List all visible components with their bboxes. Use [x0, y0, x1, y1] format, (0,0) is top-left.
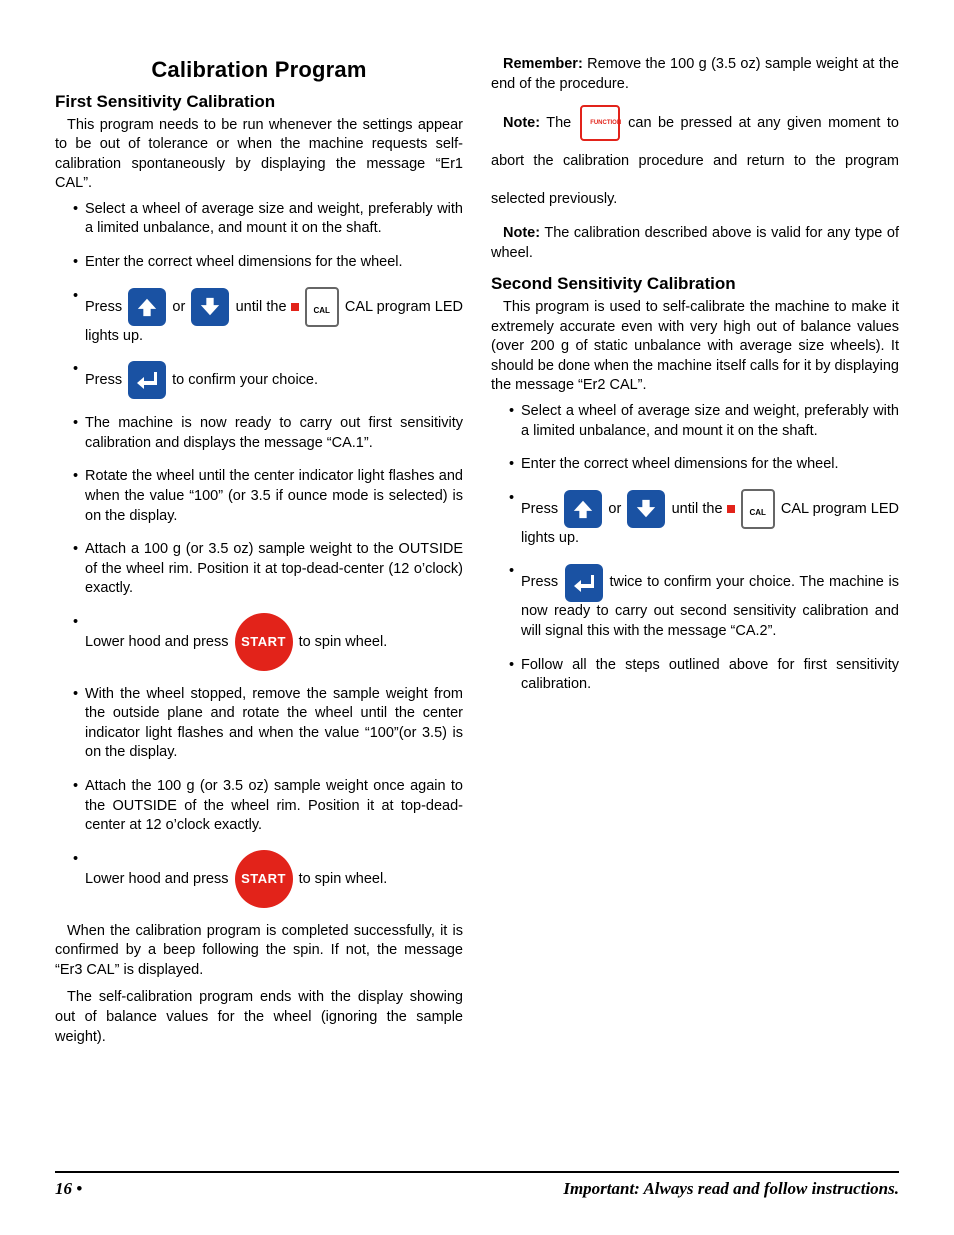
start-button-icon: START: [235, 613, 293, 671]
page-footer: 16 • Important: Always read and follow i…: [55, 1171, 899, 1199]
note-wheel-type: Note: The calibration described above is…: [491, 224, 899, 263]
function-button-icon: FUNCTION: [580, 105, 620, 141]
cal-label: CAL: [313, 291, 329, 331]
section-heading-second: Second Sensitivity Calibration: [491, 273, 899, 296]
second-cal-steps: Select a wheel of average size and weigh…: [491, 402, 899, 695]
list-item: Rotate the wheel until the center indica…: [73, 467, 463, 526]
text: until the: [672, 501, 723, 517]
note-function: Note: The FUNCTION can be pressed at any…: [491, 104, 899, 218]
enter-icon: [565, 564, 603, 602]
text: The: [540, 115, 578, 131]
list-item: With the wheel stopped, remove the sampl…: [73, 685, 463, 763]
list-item: Press or until the CAL CAL program LED l…: [509, 489, 899, 549]
list-item: Follow all the steps outlined above for …: [509, 656, 899, 695]
text: Press: [521, 501, 558, 517]
page-number: 16 •: [55, 1179, 82, 1199]
page-title: Calibration Program: [55, 55, 463, 85]
list-item: Press or until the CAL CAL program LED l…: [73, 287, 463, 347]
intro-paragraph: This program needs to be run whenever th…: [55, 116, 463, 194]
list-item: Select a wheel of average size and weigh…: [509, 402, 899, 441]
enter-icon: [128, 361, 166, 399]
text: Press: [85, 372, 122, 388]
text: Press: [521, 574, 558, 590]
list-item: Enter the correct wheel dimensions for t…: [509, 455, 899, 475]
down-arrow-icon: [627, 490, 665, 528]
paragraph: When the calibration program is complete…: [55, 922, 463, 981]
paragraph: The self-calibration program ends with t…: [55, 988, 463, 1047]
cal-label: CAL: [749, 493, 765, 533]
intro-paragraph-2: This program is used to self-calibrate t…: [491, 298, 899, 396]
text: Lower hood and press: [85, 634, 229, 650]
footer-text: Important: Always read and follow instru…: [563, 1179, 899, 1199]
down-arrow-icon: [191, 288, 229, 326]
first-cal-steps: Select a wheel of average size and weigh…: [55, 200, 463, 908]
list-item: The machine is now ready to carry out fi…: [73, 414, 463, 453]
list-item: Attach a 100 g (or 3.5 oz) sample weight…: [73, 540, 463, 599]
remember-label: Remember:: [503, 56, 583, 72]
remember-note: Remember: Remove the 100 g (3.5 oz) samp…: [491, 55, 899, 94]
led-indicator-icon: [727, 505, 735, 513]
list-item: Lower hood and press START to spin wheel…: [73, 613, 463, 671]
left-column: Calibration Program First Sensitivity Ca…: [55, 55, 463, 1051]
function-label: FUNCTION: [578, 104, 621, 142]
cal-button-icon: CAL: [305, 287, 339, 327]
note-label: Note:: [503, 225, 540, 241]
list-item: Press to confirm your choice.: [73, 360, 463, 400]
list-item: Press twice to confirm your choice. The …: [509, 562, 899, 641]
text: until the: [236, 299, 287, 315]
up-arrow-icon: [564, 490, 602, 528]
list-item: Attach the 100 g (or 3.5 oz) sample weig…: [73, 777, 463, 836]
text: The calibration described above is valid…: [491, 225, 899, 261]
right-column: Remember: Remove the 100 g (3.5 oz) samp…: [491, 55, 899, 1051]
start-button-icon: START: [235, 850, 293, 908]
text: to spin wheel.: [299, 871, 388, 887]
text: or: [172, 299, 185, 315]
text: Press: [85, 299, 122, 315]
text: to confirm your choice.: [172, 372, 318, 388]
text: Lower hood and press: [85, 871, 229, 887]
note-label: Note:: [503, 115, 540, 131]
content-columns: Calibration Program First Sensitivity Ca…: [55, 55, 899, 1051]
cal-button-icon: CAL: [741, 489, 775, 529]
led-indicator-icon: [291, 303, 299, 311]
list-item: Lower hood and press START to spin wheel…: [73, 850, 463, 908]
section-heading-first: First Sensitivity Calibration: [55, 91, 463, 114]
text: or: [608, 501, 621, 517]
up-arrow-icon: [128, 288, 166, 326]
list-item: Select a wheel of average size and weigh…: [73, 200, 463, 239]
list-item: Enter the correct wheel dimensions for t…: [73, 253, 463, 273]
text: to spin wheel.: [299, 634, 388, 650]
